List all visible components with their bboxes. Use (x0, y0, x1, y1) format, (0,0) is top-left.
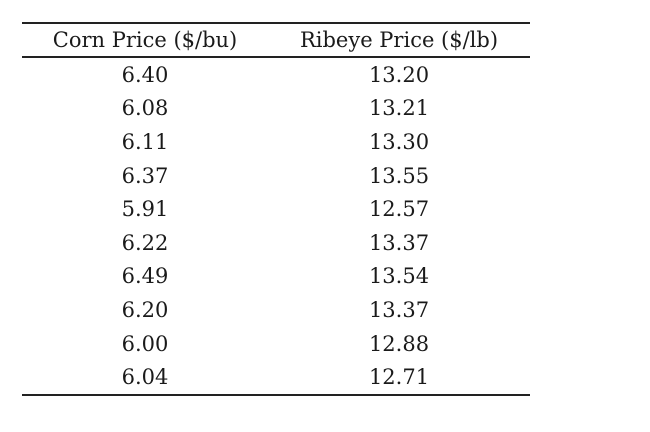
table-row: 6.08 13.21 (22, 92, 530, 126)
ribeye-price-cell: 13.30 (368, 129, 430, 154)
corn-price-cell: 6.40 (121, 62, 169, 87)
corn-price-cell: 6.00 (121, 331, 169, 356)
table-row: 6.37 13.55 (22, 159, 530, 193)
ribeye-price-cell: 13.55 (368, 163, 430, 188)
ribeye-price-cell: 13.37 (368, 230, 430, 255)
table-row: 6.11 13.30 (22, 125, 530, 159)
corn-price-cell: 6.20 (121, 297, 169, 322)
header-row: Corn Price ($/bu) Ribeye Price ($/lb) (22, 23, 530, 58)
table-container: Corn Price ($/bu) Ribeye Price ($/lb) 6.… (22, 22, 530, 396)
corn-price-cell: 6.08 (121, 96, 169, 121)
ribeye-price-cell: 12.88 (368, 331, 430, 356)
corn-price-cell: 6.04 (121, 365, 169, 390)
column-header-ribeye-price: Ribeye Price ($/lb) (268, 23, 530, 58)
table-row: 6.49 13.54 (22, 260, 530, 294)
corn-price-cell: 6.22 (121, 230, 169, 255)
column-header-corn-price: Corn Price ($/bu) (22, 23, 268, 58)
ribeye-price-cell: 12.71 (368, 365, 430, 390)
ribeye-price-cell: 13.20 (368, 62, 430, 87)
table-row: 6.00 12.88 (22, 327, 530, 361)
ribeye-price-cell: 13.21 (368, 96, 430, 121)
table-row: 6.22 13.37 (22, 226, 530, 260)
corn-price-cell: 6.37 (121, 163, 169, 188)
table-row: 6.04 12.71 (22, 360, 530, 395)
price-table: Corn Price ($/bu) Ribeye Price ($/lb) 6.… (22, 22, 530, 396)
corn-price-cell: 6.11 (121, 129, 169, 154)
corn-price-cell: 6.49 (121, 264, 169, 289)
ribeye-price-cell: 13.37 (368, 297, 430, 322)
table-row: 6.40 13.20 (22, 57, 530, 92)
corn-price-cell: 5.91 (121, 197, 169, 222)
table-body: 6.40 13.20 6.08 13.21 6.11 13.30 6.37 13… (22, 57, 530, 395)
table-header: Corn Price ($/bu) Ribeye Price ($/lb) (22, 23, 530, 58)
table-row: 5.91 12.57 (22, 192, 530, 226)
ribeye-price-cell: 12.57 (368, 197, 430, 222)
table-row: 6.20 13.37 (22, 293, 530, 327)
ribeye-price-cell: 13.54 (368, 264, 430, 289)
